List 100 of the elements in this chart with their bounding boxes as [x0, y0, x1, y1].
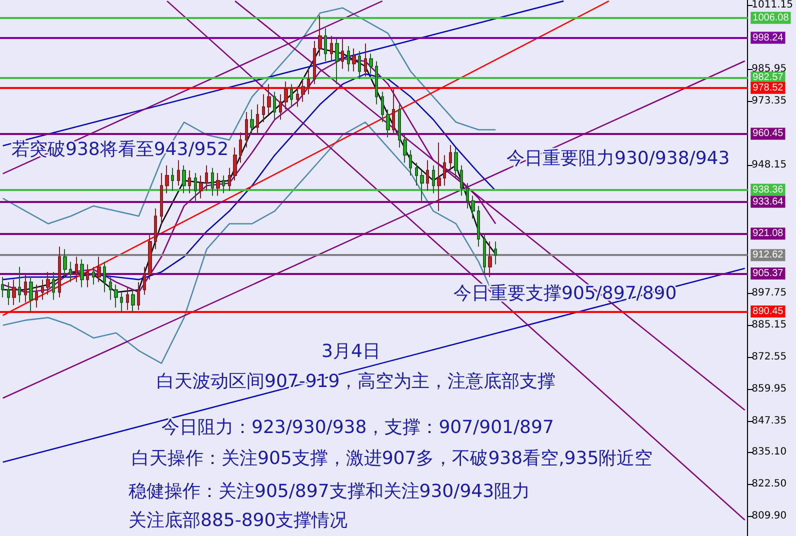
candlestick: [477, 205, 480, 248]
candlestick: [1, 276, 4, 298]
candlestick: [420, 170, 424, 202]
y-tick-label: 885.15: [752, 319, 787, 330]
candlestick: [460, 164, 463, 196]
y-tick-label: 872.55: [752, 351, 787, 362]
candlestick: [63, 248, 67, 278]
candlestick: [80, 258, 84, 288]
ref-line-label: 978.52: [752, 82, 784, 94]
candlestick: [148, 233, 152, 280]
candlestick: [239, 132, 242, 164]
candlestick: [18, 266, 21, 303]
candlestick: [267, 84, 271, 116]
candlestick: [352, 48, 356, 72]
candlestick: [86, 264, 89, 288]
annotation: 稳健操作：关注905/897支撑和关注930/943阻力: [128, 481, 530, 502]
candlestick: [296, 86, 299, 108]
candlestick: [454, 147, 458, 179]
candlestick: [194, 172, 197, 202]
candlestick: [335, 38, 339, 85]
candlestick: [92, 266, 95, 286]
candlestick: [250, 108, 254, 136]
candlestick: [75, 256, 78, 283]
y-tick-label: 859.95: [752, 383, 787, 394]
candlestick: [318, 15, 322, 57]
candlestick: [171, 167, 174, 192]
annotation: 关注底部885-890支撑情况: [128, 510, 348, 531]
candlestick: [409, 150, 412, 176]
candlestick: [24, 274, 27, 303]
ref-line-label: 912.62: [752, 250, 784, 261]
ref-line-label: 933.64: [752, 196, 784, 208]
annotation: 今日阻力：923/930/938，支撑：907/901/897: [162, 417, 554, 438]
y-tick-label: 985.95: [752, 63, 787, 74]
candlestick: [403, 134, 407, 164]
candlestick: [398, 104, 401, 148]
candlestick: [330, 35, 333, 62]
candlestick: [466, 182, 469, 209]
candlestick: [137, 282, 140, 311]
y-tick-label: 809.90: [752, 510, 787, 522]
candlestick: [177, 160, 180, 186]
ref-line-label: 890.45: [752, 306, 784, 317]
y-tick-label: 897.75: [752, 287, 787, 298]
candlestick: [109, 276, 112, 300]
candlestick: [392, 88, 395, 136]
candlestick: [182, 164, 186, 194]
candlestick: [432, 164, 435, 194]
y-tick-label: 948.15: [752, 159, 787, 170]
candlestick: [52, 271, 55, 300]
candlestick: [341, 38, 344, 70]
candlestick: [313, 40, 316, 85]
candlestick: [381, 91, 384, 123]
candlestick: [245, 112, 248, 148]
candlestick: [256, 104, 259, 136]
candlestick: [279, 94, 282, 120]
ref-line-label: 938.36: [752, 184, 784, 196]
candlestick: [222, 174, 225, 194]
candlestick: [58, 246, 61, 298]
ref-line-label: 998.24: [752, 32, 784, 44]
candlestick: [165, 164, 169, 194]
candlestick: [426, 160, 429, 192]
candlestick: [369, 53, 373, 74]
candlestick: [415, 162, 418, 186]
ref-line-label: 905.37: [752, 268, 784, 280]
candlestick: [273, 91, 276, 120]
candlestick: [41, 279, 44, 300]
y-tick-label: 822.50: [752, 478, 787, 490]
candlestick: [347, 46, 350, 72]
candlestick: [228, 167, 231, 192]
candlestick: [284, 81, 288, 110]
candlestick: [307, 68, 310, 95]
ref-line-label: 982.57: [752, 72, 784, 84]
candlestick: [443, 154, 446, 186]
ref-line-label: 1006.08: [752, 12, 790, 24]
candlestick: [301, 78, 305, 102]
candlestick: [35, 284, 38, 308]
candlestick: [205, 164, 208, 192]
y-tick-label: 835.10: [752, 446, 787, 458]
candlestick: [488, 240, 492, 278]
candlestick: [233, 147, 237, 182]
candlestick: [154, 208, 157, 250]
ref-line-label: 960.45: [752, 128, 784, 140]
candlestick: [290, 84, 293, 108]
candlestick: [262, 94, 265, 123]
y-tick-label: 1011.15: [752, 0, 794, 10]
candlestick: [160, 172, 163, 224]
candlestick: [375, 60, 378, 105]
line-series: [2, 7, 496, 224]
candlestick: [471, 195, 475, 220]
candlestick: [483, 233, 486, 275]
candlestick: [437, 142, 441, 212]
candlestick: [131, 289, 135, 314]
candlestick: [69, 261, 72, 283]
candlestick: [46, 271, 50, 296]
candlestick: [449, 144, 452, 171]
annotation: 3月4日: [322, 341, 380, 362]
candlestick: [494, 240, 497, 265]
ref-line-label: 921.08: [752, 228, 784, 240]
candlestick: [29, 276, 33, 314]
candlestick: [126, 286, 129, 311]
candlestick: [386, 108, 390, 138]
